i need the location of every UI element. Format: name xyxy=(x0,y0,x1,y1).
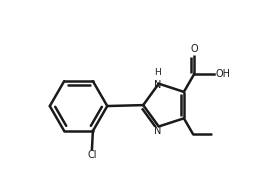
Text: O: O xyxy=(190,44,198,54)
Text: OH: OH xyxy=(215,69,230,79)
Text: H: H xyxy=(154,68,161,77)
Text: N: N xyxy=(154,126,161,136)
Text: Cl: Cl xyxy=(87,150,97,160)
Text: N: N xyxy=(154,80,161,90)
